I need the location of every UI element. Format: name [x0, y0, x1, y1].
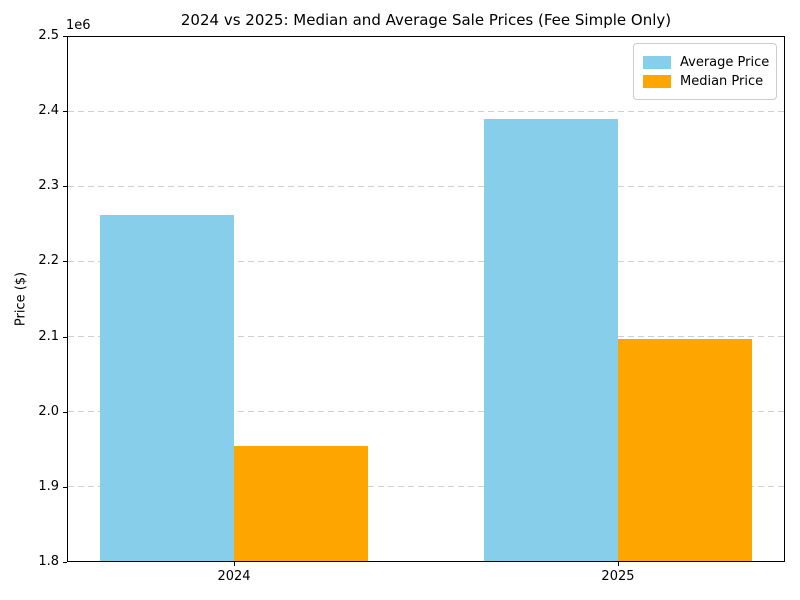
- y-tick-mark: [63, 562, 67, 563]
- x-tick-label-2025: 2025: [601, 569, 635, 584]
- bar-2025-average-price: [483, 119, 618, 562]
- y-tick-label: 2.2: [38, 253, 59, 269]
- y-tick-label: 2.5: [38, 28, 59, 43]
- bar-2025-median-price: [617, 338, 753, 562]
- y-axis-offset-label: 1e6: [66, 18, 91, 33]
- y-tick-mark: [63, 261, 67, 263]
- legend-item-average: Average Price: [643, 54, 770, 70]
- gridline: [68, 411, 784, 413]
- y-tick-label: 2.1: [38, 328, 59, 344]
- y-tick-mark: [63, 336, 67, 338]
- y-tick-mark: [63, 186, 67, 188]
- legend-label-median-price: Median Price: [680, 73, 764, 89]
- gridline: [68, 110, 784, 112]
- y-tick-mark: [63, 486, 67, 488]
- gridline: [68, 185, 784, 187]
- y-tick-label: 2.3: [38, 178, 59, 194]
- y-tick-mark: [63, 111, 67, 113]
- y-tick-label: 1.9: [38, 478, 59, 494]
- legend: Average Price Median Price: [633, 43, 777, 100]
- y-axis-label: Price ($): [13, 271, 29, 327]
- gridline: [68, 336, 784, 338]
- gridline: [68, 486, 784, 488]
- x-tick-mark: [234, 562, 236, 566]
- chart-title: 2024 vs 2025: Median and Average Sale Pr…: [180, 11, 672, 29]
- y-tick-label: 1.8: [38, 554, 59, 569]
- y-tick-mark: [63, 411, 67, 413]
- y-tick-label: 2.0: [38, 403, 59, 419]
- bar-2024-median-price: [234, 445, 369, 562]
- legend-swatch-median-price: [643, 74, 671, 88]
- y-tick-mark: [63, 36, 67, 37]
- legend-label-average-price: Average Price: [680, 54, 770, 70]
- legend-swatch-average-price: [643, 55, 671, 69]
- bar-2024-average-price: [99, 214, 234, 562]
- y-tick-label: 2.4: [38, 103, 59, 119]
- x-tick-label-2024: 2024: [217, 569, 251, 584]
- gridline: [68, 260, 784, 262]
- legend-item-median: Median Price: [643, 73, 767, 89]
- x-tick-mark: [617, 562, 619, 566]
